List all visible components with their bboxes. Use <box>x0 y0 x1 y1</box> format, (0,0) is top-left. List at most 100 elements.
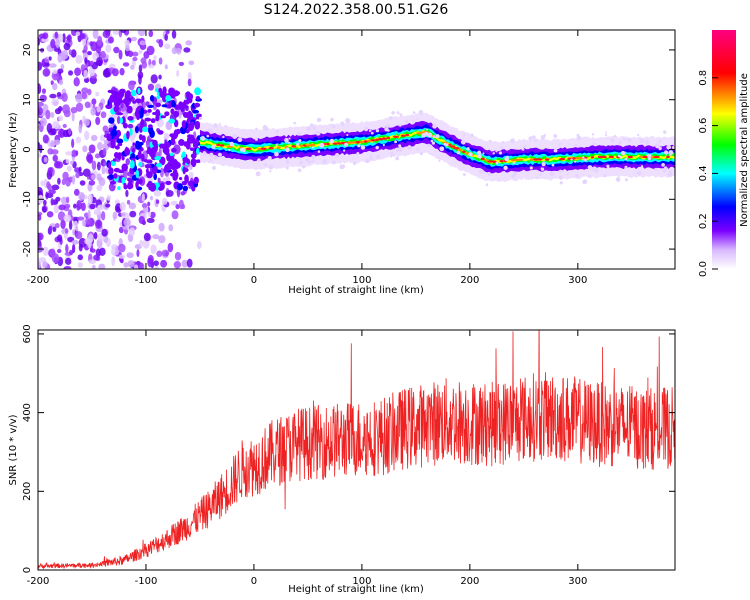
signal-blob <box>117 169 125 174</box>
noise-blob <box>97 205 101 212</box>
halo-dot <box>285 159 290 165</box>
halo-dot <box>618 140 622 145</box>
colorbar-tick-label: 0.8 <box>698 70 709 86</box>
noise-blob <box>147 211 152 217</box>
signal-blob <box>114 145 120 150</box>
noise-blob <box>64 257 72 265</box>
noise-blob <box>75 93 83 103</box>
noise-blob <box>111 68 119 77</box>
halo-dot <box>528 136 533 141</box>
halo-dot <box>613 134 617 138</box>
signal-blob <box>144 117 152 122</box>
noise-blob <box>141 202 148 209</box>
noise-blob <box>57 211 66 221</box>
noise-blob <box>57 53 63 63</box>
halo-dot <box>427 132 433 138</box>
halo-dot <box>431 153 434 156</box>
noise-blob <box>138 64 143 73</box>
noise-blob <box>67 128 72 136</box>
noise-blob <box>157 177 161 183</box>
ridge-peak <box>337 142 342 145</box>
ridge-peak <box>499 159 504 163</box>
noise-blob <box>51 149 59 155</box>
noise-blob <box>101 166 106 175</box>
noise-blob <box>91 134 98 142</box>
signal-blob <box>194 120 201 130</box>
noise-blob <box>125 44 130 52</box>
signal-blob <box>179 126 187 135</box>
halo-dot <box>228 148 231 152</box>
halo-dot <box>655 143 660 149</box>
noise-blob <box>122 62 130 67</box>
signal-blob <box>182 111 189 118</box>
spectrogram-xtick-label: 200 <box>460 275 479 286</box>
signal-blob <box>171 100 176 108</box>
noise-blob <box>38 260 41 269</box>
halo-dot <box>311 159 315 163</box>
halo-dot <box>647 153 652 158</box>
noise-blob <box>175 47 182 55</box>
colorbar-ticks: 0.0 0.2 0.4 0.6 0.8 <box>698 70 718 277</box>
noise-blob <box>125 158 130 166</box>
noise-blob <box>55 223 60 229</box>
ridge-peak <box>367 139 372 143</box>
signal-blob <box>117 186 121 191</box>
signal-blob <box>107 162 112 169</box>
signal-blob <box>195 113 202 118</box>
figure-title: S124.2022.358.00.51.G26 <box>264 2 449 18</box>
noise-blob <box>62 33 66 43</box>
noise-blob <box>83 69 88 79</box>
snr-ytick-label: 400 <box>22 403 33 422</box>
halo-dot <box>330 117 334 122</box>
halo-dot <box>412 119 415 123</box>
noise-blob <box>60 50 69 60</box>
signal-blob <box>144 164 152 169</box>
spectrogram-marks <box>38 30 675 269</box>
noise-blob <box>142 207 147 213</box>
halo-dot <box>603 174 607 178</box>
noise-blob <box>57 234 63 242</box>
noise-blob <box>171 210 179 220</box>
noise-blob <box>42 68 51 77</box>
noise-blob <box>42 246 49 256</box>
halo-dot <box>209 130 213 135</box>
ridge-peak <box>627 155 633 159</box>
ridge-peak <box>491 160 497 163</box>
noise-blob <box>128 202 137 210</box>
halo-dot <box>500 146 504 150</box>
noise-blob <box>120 212 126 217</box>
signal-blob <box>153 172 158 181</box>
noise-blob <box>68 70 74 76</box>
signal-blob <box>141 95 145 103</box>
noise-blob <box>158 222 165 232</box>
signal-blob <box>158 143 166 149</box>
halo-dot <box>418 110 424 115</box>
noise-blob <box>187 78 192 87</box>
noise-blob <box>80 64 86 73</box>
signal-blob <box>182 166 186 175</box>
ridge-peak <box>359 140 365 144</box>
noise-blob <box>87 51 92 56</box>
halo-dot <box>331 160 336 165</box>
noise-blob <box>130 65 135 70</box>
halo-dot <box>412 111 416 114</box>
halo-dot <box>304 157 310 163</box>
noise-blob <box>60 63 65 70</box>
halo-dot <box>606 164 610 168</box>
halo-dot <box>296 142 300 146</box>
halo-dot <box>344 142 349 147</box>
signal-blob <box>195 95 201 100</box>
signal-blob <box>134 98 142 104</box>
halo-dot <box>293 121 297 125</box>
noise-blob <box>139 40 146 46</box>
noise-blob <box>150 74 158 84</box>
spectrogram-ytick-label: -20 <box>22 241 33 257</box>
ridge-peak <box>608 155 615 159</box>
snr-frame <box>37 329 676 571</box>
halo-dot <box>218 122 221 125</box>
halo-dot <box>322 159 327 165</box>
halo-dot <box>360 145 366 150</box>
halo-dot <box>224 124 227 127</box>
noise-blob <box>46 122 53 133</box>
halo-dot <box>263 126 269 132</box>
